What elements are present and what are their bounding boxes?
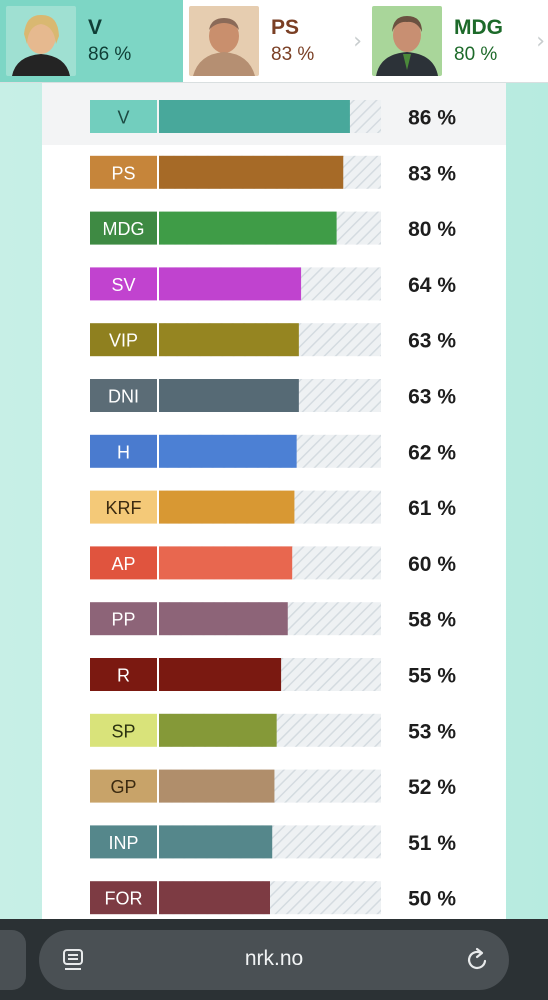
reload-icon[interactable] xyxy=(466,947,490,973)
bar xyxy=(159,155,344,189)
party-label-box xyxy=(90,100,157,133)
candidate-photo-v xyxy=(6,6,76,76)
party-label-box xyxy=(90,658,157,691)
party-card-percent: 80 % xyxy=(454,43,498,65)
party-label-box xyxy=(90,379,157,412)
party-label-box xyxy=(90,602,157,636)
value-label: 58 % xyxy=(408,609,456,632)
bar xyxy=(159,881,270,915)
party-label-box xyxy=(90,434,157,468)
url-text: nrk.no xyxy=(244,947,304,970)
top-party-carousel: V 86 % PS 83 % › xyxy=(0,0,548,83)
party-label-box xyxy=(90,713,157,747)
address-bar[interactable]: nrk.no xyxy=(39,930,509,990)
chevron-right-icon: › xyxy=(353,29,362,54)
candidate-photo-mdg xyxy=(372,6,442,76)
party-label: PP xyxy=(111,610,135,630)
bar xyxy=(159,323,299,357)
party-label-box xyxy=(90,211,157,245)
party-label: R xyxy=(117,666,130,686)
value-label: 80 % xyxy=(408,218,456,241)
party-label: INP xyxy=(108,833,138,853)
party-label: SV xyxy=(111,275,135,295)
bar xyxy=(159,769,275,803)
party-card-name: PS xyxy=(271,15,300,39)
party-card-percent: 83 % xyxy=(271,43,315,65)
party-label-box xyxy=(90,825,157,859)
bar xyxy=(159,100,350,133)
party-label: H xyxy=(117,442,130,462)
bar xyxy=(159,211,337,245)
party-label-box xyxy=(90,490,157,524)
party-label: AP xyxy=(111,554,135,574)
value-label: 86 % xyxy=(408,107,456,130)
bar xyxy=(159,713,277,747)
party-card-name: MDG xyxy=(454,15,503,39)
bar xyxy=(159,602,288,636)
value-label: 50 % xyxy=(408,888,456,911)
value-label: 51 % xyxy=(408,832,456,855)
bar xyxy=(159,267,302,301)
party-label-box xyxy=(90,769,157,803)
browser-toolbar: nrk.no xyxy=(0,919,548,1000)
party-card-percent: 86 % xyxy=(88,43,132,65)
party-card-name: V xyxy=(88,15,103,39)
bar xyxy=(159,546,293,580)
value-label: 63 % xyxy=(408,330,456,353)
reader-icon[interactable] xyxy=(62,948,84,972)
party-label: GP xyxy=(110,777,136,797)
party-card-ps[interactable]: PS 83 % › xyxy=(183,0,366,82)
value-label: 52 % xyxy=(408,776,456,799)
value-label: 63 % xyxy=(408,386,456,409)
party-label: SP xyxy=(111,721,135,741)
candidate-photo-ps xyxy=(189,6,259,76)
party-match-bar-chart: V 86 % PS 83 % MDG 80 % SV 64 % VIP 63 % DNI 63 % H 6… xyxy=(90,100,456,915)
party-card-v[interactable]: V 86 % xyxy=(0,0,183,82)
party-label-box xyxy=(90,546,157,580)
party-label-box xyxy=(90,881,157,915)
value-label: 55 % xyxy=(408,665,456,688)
party-label-box xyxy=(90,155,157,189)
party-card-mdg[interactable]: MDG 80 % › xyxy=(366,0,548,82)
party-label: PS xyxy=(111,163,135,183)
match-chart-panel: V 86 % PS 83 % MDG 80 % SV 64 % VIP 63 % DNI 63 % H 6… xyxy=(42,83,506,919)
party-label: VIP xyxy=(109,331,138,351)
value-label: 60 % xyxy=(408,553,456,576)
value-label: 62 % xyxy=(408,441,456,464)
bar xyxy=(159,434,297,468)
party-label-box xyxy=(90,323,157,357)
party-label: V xyxy=(117,108,129,128)
previous-tab-handle[interactable] xyxy=(0,930,26,990)
bar xyxy=(159,490,295,524)
value-label: 53 % xyxy=(408,720,456,743)
value-label: 64 % xyxy=(408,274,456,297)
party-label: DNI xyxy=(108,387,139,407)
bar xyxy=(159,379,299,412)
value-label: 83 % xyxy=(408,162,456,185)
bar xyxy=(159,658,282,691)
party-label: KRF xyxy=(106,498,142,518)
bar xyxy=(159,825,273,859)
value-label: 61 % xyxy=(408,497,456,520)
party-label-box xyxy=(90,267,157,301)
party-label: MDG xyxy=(103,219,145,239)
party-label: FOR xyxy=(105,889,143,909)
chevron-right-icon: › xyxy=(536,29,545,54)
